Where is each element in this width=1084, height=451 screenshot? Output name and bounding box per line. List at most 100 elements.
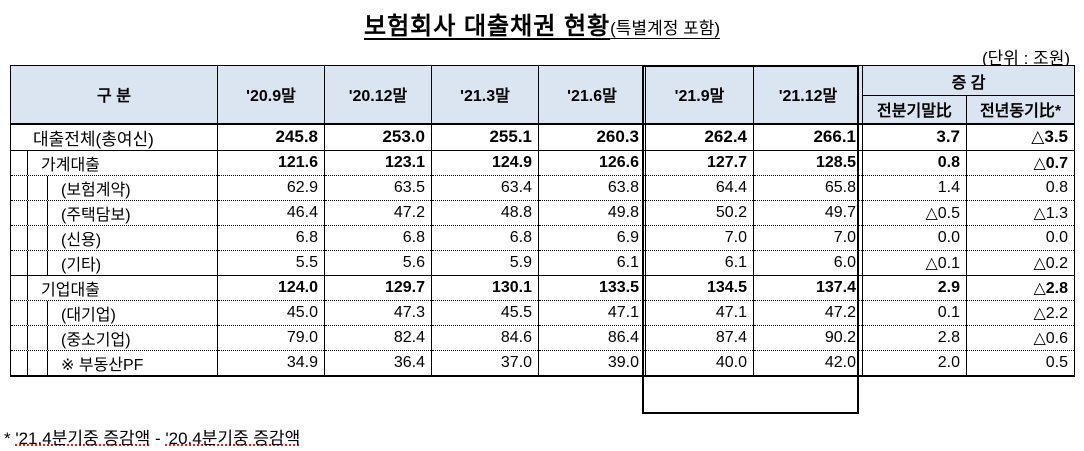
cell-value: 63.4 bbox=[431, 175, 539, 201]
cell-value: 47.1 bbox=[538, 300, 646, 326]
cell-value: 0.8 bbox=[862, 149, 967, 176]
header-change-group: 증 감 bbox=[861, 65, 1076, 96]
cell-value: 253.0 bbox=[324, 122, 432, 151]
row-label: 기업대출 bbox=[10, 274, 218, 301]
cell-value: 5.9 bbox=[431, 250, 539, 276]
cell-value: 47.2 bbox=[753, 300, 863, 326]
cell-value: 87.4 bbox=[645, 325, 754, 351]
table-body: 대출전체(총여신) 245.8 253.0 255.1 260.3 262.4 266.1 3… bbox=[10, 122, 1076, 377]
cell-value: 47.2 bbox=[324, 200, 432, 226]
row-label: 가계대출 bbox=[10, 149, 218, 176]
cell-value: 79.0 bbox=[217, 325, 325, 351]
table-row: (보험계약) 62.9 63.5 63.4 63.8 64.4 65.8 1.4 0.8 bbox=[10, 175, 1076, 201]
footnote: * '21.4분기중 증감액 - '20.4분기중 증감액 bbox=[4, 424, 300, 449]
cell-value: 0.5 bbox=[965, 350, 1076, 377]
cell-value: 34.9 bbox=[217, 350, 325, 377]
header-period: '20.9말 bbox=[217, 65, 325, 124]
cell-value: 255.1 bbox=[431, 122, 539, 151]
header-period: '21.6말 bbox=[538, 65, 646, 124]
table-row: (신용) 6.8 6.8 6.8 6.9 7.0 7.0 0.0 0.0 bbox=[10, 225, 1076, 251]
page-title: 보험회사 대출채권 현황(특별계정 포함) bbox=[0, 6, 1084, 41]
header-change-yoy: 전년동기比* bbox=[965, 95, 1076, 124]
cell-value: 266.1 bbox=[753, 122, 863, 151]
cell-value: 123.1 bbox=[324, 149, 432, 176]
cell-value: 82.4 bbox=[324, 325, 432, 351]
title-main: 보험회사 대출채권 현황 bbox=[363, 13, 611, 40]
cell-value: 46.4 bbox=[217, 200, 325, 226]
cell-value: 6.0 bbox=[753, 250, 863, 276]
cell-value: 262.4 bbox=[645, 122, 754, 151]
cell-value: 134.5 bbox=[645, 274, 754, 301]
cell-value: 37.0 bbox=[431, 350, 539, 377]
cell-value: 0.0 bbox=[862, 225, 967, 251]
cell-value: 124.0 bbox=[217, 274, 325, 301]
cell-value: △0.5 bbox=[862, 200, 967, 226]
cell-value: 124.9 bbox=[431, 149, 539, 176]
row-label: (기타) bbox=[10, 250, 218, 276]
cell-value: 64.4 bbox=[645, 175, 754, 201]
cell-value: 49.7 bbox=[753, 200, 863, 226]
cell-value: 260.3 bbox=[538, 122, 646, 151]
cell-value: 39.0 bbox=[538, 350, 646, 377]
cell-value: 47.1 bbox=[645, 300, 754, 326]
row-label: (보험계약) bbox=[10, 175, 218, 201]
row-label: (주택담보) bbox=[10, 200, 218, 226]
cell-value: 6.8 bbox=[324, 225, 432, 251]
table-row: 가계대출 121.6 123.1 124.9 126.6 127.7 128.5 0.8 △0.… bbox=[10, 149, 1076, 176]
cell-value: 5.6 bbox=[324, 250, 432, 276]
cell-value: 90.2 bbox=[753, 325, 863, 351]
cell-value: 2.0 bbox=[862, 350, 967, 377]
cell-value: 126.6 bbox=[538, 149, 646, 176]
table-row: (주택담보) 46.4 47.2 48.8 49.8 50.2 49.7 △0.5 △1.3 bbox=[10, 200, 1076, 226]
cell-value: 63.8 bbox=[538, 175, 646, 201]
footnote-text2: '20.4분기중 증감액 bbox=[165, 429, 301, 448]
cell-value: 6.8 bbox=[431, 225, 539, 251]
cell-value: 49.8 bbox=[538, 200, 646, 226]
cell-value: 245.8 bbox=[217, 122, 325, 151]
row-label: ※ 부동산PF bbox=[10, 350, 218, 377]
cell-value: 63.5 bbox=[324, 175, 432, 201]
loan-table: 구 분 '20.9말 '20.12말 '21.3말 '21.6말 '21.9말 … bbox=[10, 65, 1076, 377]
cell-value: 2.8 bbox=[862, 325, 967, 351]
header-period: '21.3말 bbox=[431, 65, 539, 124]
row-label: (중소기업) bbox=[10, 325, 218, 351]
cell-value: 130.1 bbox=[431, 274, 539, 301]
header-change-qoq: 전분기말比 bbox=[862, 95, 967, 124]
cell-value: 0.0 bbox=[965, 225, 1076, 251]
header-period: '20.12말 bbox=[324, 65, 432, 124]
cell-value: 0.1 bbox=[862, 300, 967, 326]
cell-value: 137.4 bbox=[753, 274, 863, 301]
row-label: 대출전체(총여신) bbox=[10, 122, 218, 151]
cell-value: 129.7 bbox=[324, 274, 432, 301]
cell-value: 45.0 bbox=[217, 300, 325, 326]
table-row: (대기업) 45.0 47.3 45.5 47.1 47.1 47.2 0.1 △2.2 bbox=[10, 300, 1076, 326]
cell-value: 5.5 bbox=[217, 250, 325, 276]
cell-value: 121.6 bbox=[217, 149, 325, 176]
cell-value: △0.2 bbox=[965, 250, 1076, 276]
header-category: 구 분 bbox=[10, 65, 218, 124]
cell-value: △3.5 bbox=[965, 122, 1076, 151]
cell-value: 47.3 bbox=[324, 300, 432, 326]
cell-value: 6.8 bbox=[217, 225, 325, 251]
unit-label: (단위 : 조원) bbox=[981, 49, 1070, 68]
cell-value: △0.6 bbox=[965, 325, 1076, 351]
table-row: ※ 부동산PF 34.9 36.4 37.0 39.0 40.0 42.0 2.0 0.5 bbox=[10, 350, 1076, 377]
cell-value: 7.0 bbox=[753, 225, 863, 251]
cell-value: 42.0 bbox=[753, 350, 863, 377]
cell-value: 86.4 bbox=[538, 325, 646, 351]
footnote-star: * bbox=[4, 429, 11, 448]
row-label: (대기업) bbox=[10, 300, 218, 326]
cell-value: 0.8 bbox=[965, 175, 1076, 201]
cell-value: △2.8 bbox=[965, 274, 1076, 301]
cell-value: 62.9 bbox=[217, 175, 325, 201]
table-row: (중소기업) 79.0 82.4 84.6 86.4 87.4 90.2 2.8 △0.6 bbox=[10, 325, 1076, 351]
cell-value: 65.8 bbox=[753, 175, 863, 201]
cell-value: 6.1 bbox=[538, 250, 646, 276]
cell-value: 6.9 bbox=[538, 225, 646, 251]
footnote-sep: - bbox=[150, 429, 166, 448]
cell-value: 84.6 bbox=[431, 325, 539, 351]
cell-value: 36.4 bbox=[324, 350, 432, 377]
header-period: '21.12말 bbox=[753, 65, 863, 124]
cell-value: 48.8 bbox=[431, 200, 539, 226]
cell-value: 50.2 bbox=[645, 200, 754, 226]
